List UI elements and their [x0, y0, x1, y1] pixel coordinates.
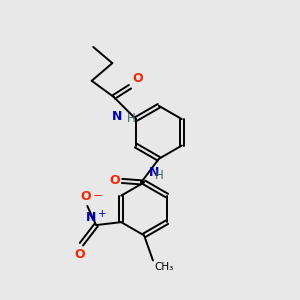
Text: O: O: [80, 190, 91, 203]
Text: O: O: [109, 174, 120, 187]
Text: H: H: [127, 112, 136, 125]
Text: O: O: [75, 248, 85, 261]
Text: N: N: [148, 167, 159, 179]
Text: −: −: [93, 189, 103, 203]
Text: N: N: [112, 110, 122, 122]
Text: N: N: [86, 211, 96, 224]
Text: H: H: [155, 169, 164, 182]
Text: +: +: [98, 208, 106, 219]
Text: O: O: [132, 72, 143, 85]
Text: CH₃: CH₃: [154, 262, 174, 272]
